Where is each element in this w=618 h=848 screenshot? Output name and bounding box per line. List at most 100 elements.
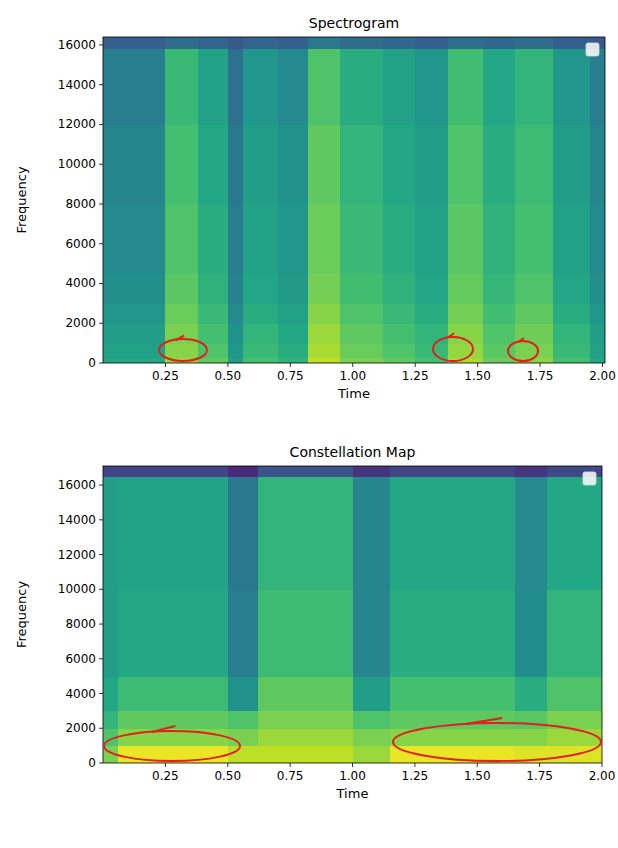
heatmap-cell bbox=[228, 728, 258, 746]
chart-title: Spectrogram bbox=[309, 15, 399, 31]
heatmap-cell bbox=[278, 49, 308, 125]
heatmap-cell bbox=[483, 303, 516, 323]
heatmap-cell bbox=[118, 476, 228, 589]
heatmap-cell bbox=[243, 357, 278, 363]
heatmap-cell bbox=[308, 357, 341, 363]
hand-drawn-stroke bbox=[176, 336, 184, 340]
heatmap-cell bbox=[308, 124, 341, 204]
heatmap-cell bbox=[383, 37, 416, 49]
x-tick bbox=[477, 763, 478, 767]
heatmap-cell bbox=[103, 49, 166, 125]
y-tick-label: 6000 bbox=[65, 652, 96, 666]
y-tick-label: 14000 bbox=[58, 78, 96, 92]
heatmap-cell bbox=[228, 124, 243, 204]
heatmap-cell bbox=[228, 303, 243, 323]
heatmap-cell bbox=[448, 343, 483, 357]
y-tick-label: 12000 bbox=[58, 117, 96, 131]
heatmap-cell bbox=[278, 303, 308, 323]
heatmap-cell bbox=[243, 343, 278, 357]
heatmap-cell bbox=[553, 274, 591, 304]
heatmap-cell bbox=[340, 357, 383, 363]
heatmap-cell bbox=[483, 274, 516, 304]
heatmap-cell bbox=[278, 323, 308, 343]
hand-drawn-stroke bbox=[466, 718, 502, 724]
heatmap-cell bbox=[340, 37, 383, 49]
heatmap-cell bbox=[165, 204, 198, 274]
heatmap-cell bbox=[383, 357, 416, 363]
y-tick-label: 2000 bbox=[65, 316, 96, 330]
heatmap-cell bbox=[553, 343, 591, 357]
heatmap-cell bbox=[415, 124, 448, 204]
heatmap-cell bbox=[383, 204, 416, 274]
y-tick-label: 10000 bbox=[58, 582, 96, 596]
heatmap-cell bbox=[448, 274, 483, 304]
x-axis-title: Time bbox=[337, 386, 370, 401]
heatmap-cell bbox=[340, 303, 383, 323]
x-tick-label: 2.00 bbox=[589, 769, 616, 783]
heatmap-cell bbox=[553, 303, 591, 323]
heatmap-cell bbox=[415, 274, 448, 304]
y-tick bbox=[99, 589, 103, 590]
heatmap-cell bbox=[415, 49, 448, 125]
heatmap-cell bbox=[228, 37, 243, 49]
hand-drawn-circle bbox=[433, 337, 473, 361]
heatmap-cell bbox=[243, 49, 278, 125]
heatmap-cell bbox=[515, 466, 548, 477]
x-tick-label: 1.50 bbox=[464, 769, 491, 783]
heatmap-cell bbox=[103, 124, 166, 204]
heatmap-cell bbox=[258, 728, 353, 746]
heatmap-cell bbox=[118, 676, 228, 711]
x-tick-label: 1.75 bbox=[527, 369, 554, 383]
x-tick bbox=[415, 363, 416, 367]
heatmap-cell bbox=[483, 204, 516, 274]
y-tick-label: 0 bbox=[88, 356, 96, 370]
heatmap-cell bbox=[165, 37, 198, 49]
x-tick-label: 0.25 bbox=[152, 369, 179, 383]
heatmap-cell bbox=[228, 476, 258, 589]
cells bbox=[103, 466, 602, 763]
heatmap-cell bbox=[243, 323, 278, 343]
heatmap-cell bbox=[258, 476, 353, 589]
heatmap-cell bbox=[165, 49, 198, 125]
x-tick bbox=[352, 363, 353, 367]
heatmap-cell bbox=[118, 466, 228, 477]
heatmap-cell bbox=[390, 466, 515, 477]
background bbox=[0, 0, 618, 848]
legend-box bbox=[586, 43, 599, 56]
x-tick bbox=[540, 363, 541, 367]
heatmap-cell bbox=[547, 728, 602, 746]
heatmap-cell bbox=[448, 303, 483, 323]
heatmap-cell bbox=[353, 746, 391, 763]
heatmap-cell bbox=[258, 676, 353, 711]
plot-frame bbox=[103, 37, 605, 363]
heatmap-cell bbox=[553, 37, 591, 49]
heatmap-cell bbox=[228, 323, 243, 343]
x-tick-label: 0.50 bbox=[215, 369, 242, 383]
heatmap-cell bbox=[415, 343, 448, 357]
y-tick-label: 16000 bbox=[58, 478, 96, 492]
heatmap-cell bbox=[353, 589, 391, 676]
x-tick bbox=[165, 763, 166, 767]
heatmap-cell bbox=[590, 323, 605, 343]
heatmap-cell bbox=[553, 357, 591, 363]
heatmap-cell bbox=[278, 37, 308, 49]
x-tick bbox=[352, 763, 353, 767]
y-tick bbox=[99, 323, 103, 324]
heatmap-cell bbox=[258, 711, 353, 729]
heatmap-cell bbox=[198, 323, 228, 343]
heatmap-cell bbox=[308, 204, 341, 274]
heatmap-cell bbox=[103, 274, 166, 304]
annotations bbox=[104, 718, 601, 761]
heatmap-cell bbox=[228, 343, 243, 357]
heatmap-cell bbox=[515, 676, 548, 711]
x-tick bbox=[414, 763, 415, 767]
heatmap-cell bbox=[340, 343, 383, 357]
heatmap-cell bbox=[515, 303, 553, 323]
heatmap-cell bbox=[383, 124, 416, 204]
heatmap-cell bbox=[448, 37, 483, 49]
heatmap-cell bbox=[590, 204, 605, 274]
heatmap-cell bbox=[547, 589, 602, 676]
heatmap-cell bbox=[258, 746, 353, 763]
x-tick bbox=[477, 363, 478, 367]
y-tick bbox=[99, 363, 103, 364]
